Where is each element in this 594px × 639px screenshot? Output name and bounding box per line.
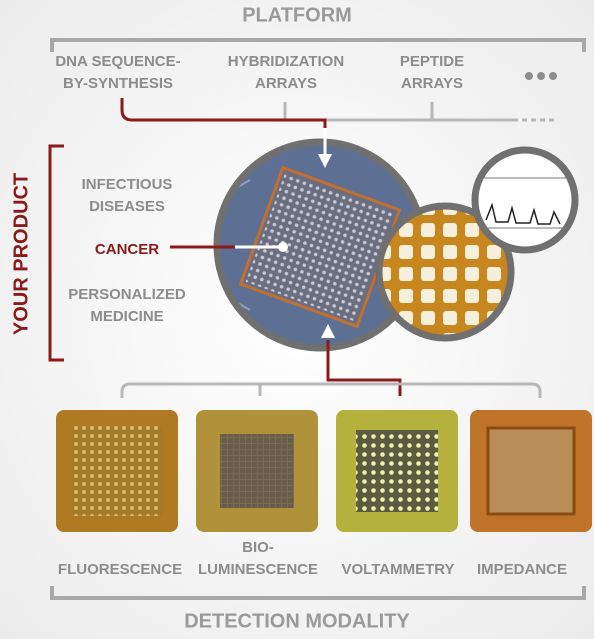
application: CANCER <box>95 241 159 258</box>
platform-label: PEPTIDE <box>400 53 464 70</box>
modality: LUMINESCENCE <box>198 561 318 578</box>
chip-photos <box>56 410 592 532</box>
application: PERSONALIZED <box>68 286 186 303</box>
modality: FLUORESCENCE <box>58 561 182 578</box>
platform-link <box>120 98 327 140</box>
platform-bracket <box>50 38 586 52</box>
detection-link <box>326 340 402 396</box>
arrow-head <box>321 324 335 338</box>
product-title: YOUR PRODUCT <box>10 173 32 335</box>
detection-title: DETECTION MODALITY <box>184 610 410 632</box>
platform-label: ARRAYS <box>401 75 463 92</box>
detection-connectors <box>120 382 542 398</box>
platform-label: HYBRIDIZATION <box>228 53 344 70</box>
modality: BIO- <box>242 539 274 556</box>
application: INFECTIOUS <box>82 176 173 193</box>
modality: VOLTAMMETRY <box>341 561 454 578</box>
cancer-dot <box>278 242 288 252</box>
chip-magnified <box>213 138 579 352</box>
platform-label: BY-SYNTHESIS <box>63 75 173 92</box>
arrow-head <box>318 154 332 168</box>
platform-title: PLATFORM <box>242 4 352 26</box>
product-bracket <box>48 144 64 362</box>
more-dots <box>525 72 557 80</box>
platform-label: DNA SEQUENCE- <box>55 53 180 70</box>
modality: IMPEDANCE <box>477 561 567 578</box>
platform-label: ARRAYS <box>255 75 317 92</box>
application: MEDICINE <box>90 308 163 325</box>
application: DISEASES <box>89 198 165 215</box>
detection-bracket <box>50 586 586 600</box>
